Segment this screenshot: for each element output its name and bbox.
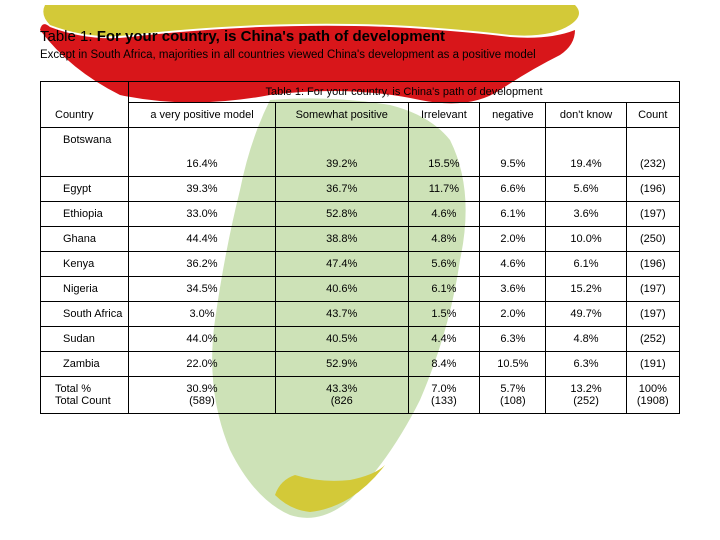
data-table: Country Table 1: For your country, is Ch… [40,81,680,414]
country-cell: Ethiopia [41,202,129,227]
data-cell: 6.1% [546,252,626,277]
data-cell: 36.2% [129,252,276,277]
total-cell: 100%(1908) [626,377,679,414]
data-cell: 3.0% [129,302,276,327]
data-cell: (191) [626,352,679,377]
data-cell: 22.0% [129,352,276,377]
country-cell: South Africa [41,302,129,327]
data-cell: 4.6% [408,202,480,227]
data-cell: 8.4% [408,352,480,377]
table-row: Zambia22.0%52.9%8.4%10.5%6.3%(191) [41,352,680,377]
title-prefix: Table 1: [40,28,93,45]
data-cell: (232) [626,152,679,177]
total-cell: 43.3%(826 [275,377,408,414]
table-caption: Table 1: For your country, is China's pa… [129,82,680,103]
caption-row: Country Table 1: For your country, is Ch… [41,82,680,103]
table-row: Ethiopia33.0%52.8%4.6%6.1%3.6%(197) [41,202,680,227]
data-cell: (197) [626,277,679,302]
page-title: Table 1: For your country, is China's pa… [40,28,680,45]
data-cell: 3.6% [480,277,546,302]
total-cell: 13.2%(252) [546,377,626,414]
data-cell: 15.2% [546,277,626,302]
country-cell: Egypt [41,177,129,202]
country-cell: Kenya [41,252,129,277]
data-cell: 5.6% [546,177,626,202]
col-header: don't know [546,103,626,128]
data-cell: 15.5% [408,152,480,177]
data-cell: (197) [626,202,679,227]
data-cell: 52.8% [275,202,408,227]
data-cell: 4.8% [408,227,480,252]
table-row: Nigeria34.5%40.6%6.1%3.6%15.2%(197) [41,277,680,302]
data-cell: 4.8% [546,327,626,352]
data-cell: 1.5% [408,302,480,327]
col-header: a very positive model [129,103,276,128]
data-cell: 38.8% [275,227,408,252]
country-cell: Botswana [41,128,129,153]
data-cell: (196) [626,252,679,277]
data-cell: 6.3% [546,352,626,377]
data-cell: 5.6% [408,252,480,277]
col-header: Somewhat positive [275,103,408,128]
country-cell: Zambia [41,352,129,377]
data-cell: 11.7% [408,177,480,202]
title-main: For your country, is China's path of dev… [97,28,445,45]
data-cell: 36.7% [275,177,408,202]
col-header: Count [626,103,679,128]
data-cell: 2.0% [480,227,546,252]
header-row: a very positive model Somewhat positive … [41,103,680,128]
data-cell: 34.5% [129,277,276,302]
data-cell: 6.3% [480,327,546,352]
col-header: Irrelevant [408,103,480,128]
table-row: Ghana44.4%38.8%4.8%2.0%10.0%(250) [41,227,680,252]
data-cell: 44.0% [129,327,276,352]
data-cell: 2.0% [480,302,546,327]
data-cell: 47.4% [275,252,408,277]
data-cell: 40.6% [275,277,408,302]
data-cell: 10.5% [480,352,546,377]
total-label: Total %Total Count [41,377,129,414]
data-cell: (197) [626,302,679,327]
data-cell: 6.1% [408,277,480,302]
data-cell: 4.6% [480,252,546,277]
country-header: Country [41,82,129,128]
country-cell: Sudan [41,327,129,352]
table-row: South Africa3.0%43.7%1.5%2.0%49.7%(197) [41,302,680,327]
data-cell: (196) [626,177,679,202]
subtitle: Except in South Africa, majorities in al… [40,49,680,61]
data-cell: 40.5% [275,327,408,352]
total-row: Total %Total Count 30.9%(589) 43.3%(826 … [41,377,680,414]
data-cell: 6.1% [480,202,546,227]
data-cell: (252) [626,327,679,352]
table-row: Botswana [41,128,680,153]
table-row: 16.4%39.2%15.5%9.5%19.4%(232) [41,152,680,177]
total-cell: 30.9%(589) [129,377,276,414]
data-cell: 10.0% [546,227,626,252]
total-cell: 7.0%(133) [408,377,480,414]
data-cell: 19.4% [546,152,626,177]
table-row: Egypt39.3%36.7%11.7%6.6%5.6%(196) [41,177,680,202]
data-cell: 43.7% [275,302,408,327]
table-row: Kenya36.2%47.4%5.6%4.6%6.1%(196) [41,252,680,277]
data-cell: 52.9% [275,352,408,377]
data-cell: 3.6% [546,202,626,227]
data-cell: 33.0% [129,202,276,227]
country-cell: Ghana [41,227,129,252]
data-cell: 39.2% [275,152,408,177]
table-row: Sudan44.0%40.5%4.4%6.3%4.8%(252) [41,327,680,352]
data-cell: 4.4% [408,327,480,352]
col-header: negative [480,103,546,128]
data-cell: 16.4% [129,152,276,177]
data-cell: 6.6% [480,177,546,202]
data-cell: 49.7% [546,302,626,327]
total-cell: 5.7%(108) [480,377,546,414]
country-cell [41,152,129,177]
data-cell: 44.4% [129,227,276,252]
data-cell: 39.3% [129,177,276,202]
country-cell: Nigeria [41,277,129,302]
data-cell: (250) [626,227,679,252]
data-cell: 9.5% [480,152,546,177]
